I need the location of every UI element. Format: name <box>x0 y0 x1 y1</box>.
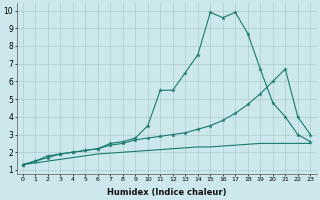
X-axis label: Humidex (Indice chaleur): Humidex (Indice chaleur) <box>107 188 226 197</box>
